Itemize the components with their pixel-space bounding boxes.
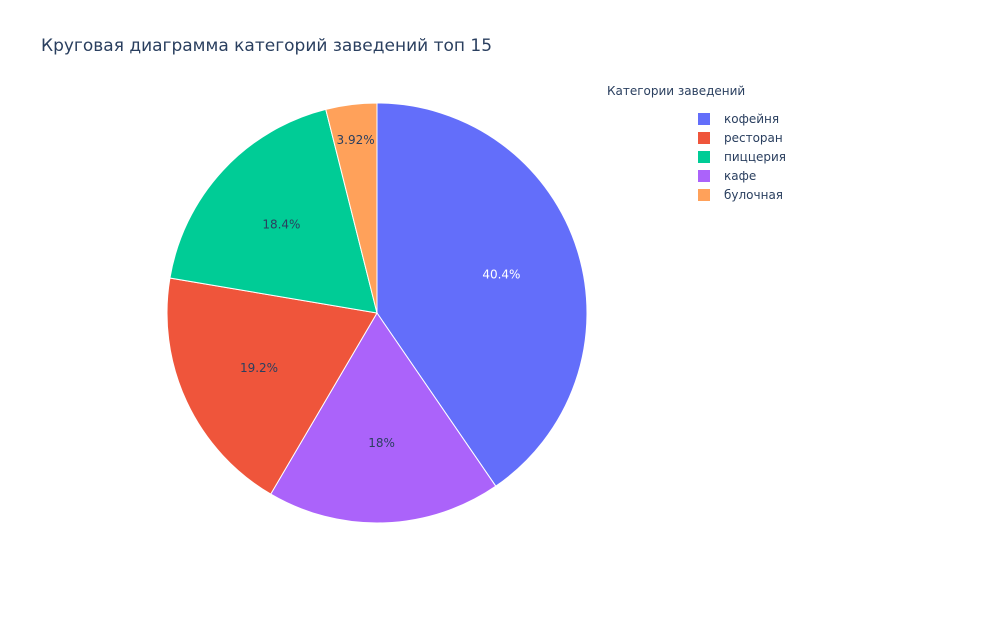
legend-items: кофейня ресторан пиццерия кафе булочная bbox=[607, 109, 786, 204]
chart-title: Круговая диаграмма категорий заведений т… bbox=[41, 36, 493, 56]
pie-slice-булочная[interactable] bbox=[325, 102, 378, 314]
legend-swatch bbox=[698, 169, 710, 182]
slice-label-кафе: 18% bbox=[368, 436, 395, 450]
legend-item-пиццерия[interactable]: пиццерия bbox=[698, 147, 786, 166]
pie-slice-кофейня[interactable] bbox=[376, 102, 588, 487]
legend-item-кофейня[interactable]: кофейня bbox=[698, 109, 786, 128]
legend-item-кафе[interactable]: кафе bbox=[698, 166, 786, 185]
pie-slice-пиццерия[interactable] bbox=[169, 108, 378, 314]
legend-item-ресторан[interactable]: ресторан bbox=[698, 128, 786, 147]
pie-slice-ресторан[interactable] bbox=[166, 277, 378, 495]
legend-label: ресторан bbox=[724, 130, 783, 145]
pie-slice-кафе[interactable] bbox=[270, 312, 497, 524]
legend-title: Категории заведений bbox=[607, 84, 746, 98]
legend-swatch bbox=[698, 150, 710, 163]
legend-label: кофейня bbox=[724, 111, 780, 126]
legend: Категории заведений кофейня ресторан пицце… bbox=[607, 84, 786, 204]
slice-label-пиццерия: 18.4% bbox=[262, 218, 300, 232]
legend-item-булочная[interactable]: булочная bbox=[698, 185, 786, 204]
legend-swatch bbox=[698, 112, 710, 125]
legend-label: булочная bbox=[724, 187, 784, 202]
legend-swatch bbox=[698, 131, 710, 144]
legend-label: кафе bbox=[724, 168, 757, 183]
slice-label-булочная: 3.92% bbox=[337, 133, 375, 147]
slice-label-ресторан: 19.2% bbox=[240, 361, 278, 375]
legend-label: пиццерия bbox=[724, 149, 786, 164]
legend-swatch bbox=[698, 188, 710, 201]
slice-label-кофейня: 40.4% bbox=[482, 268, 520, 282]
